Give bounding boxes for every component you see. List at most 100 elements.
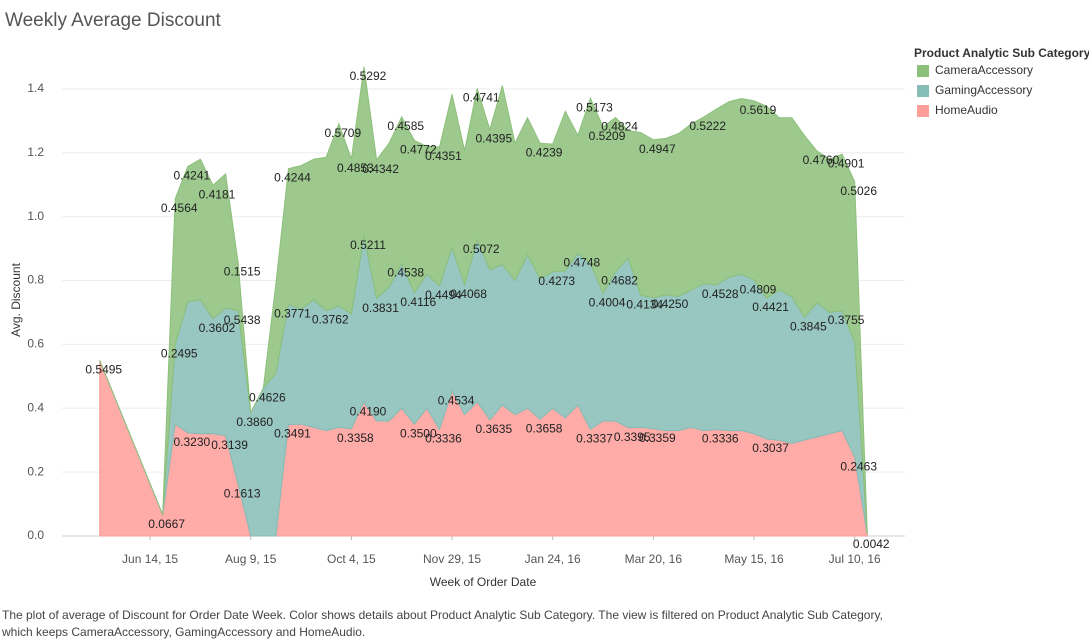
y-tick-label: 1.4 — [27, 81, 44, 95]
data-label: 0.3358 — [337, 431, 374, 445]
data-label: 0.4395 — [475, 132, 512, 146]
data-label: 0.4538 — [387, 266, 424, 280]
data-label: 0.4250 — [652, 297, 689, 311]
axes: 0.0 0.2 0.4 0.6 0.8 1.0 1.2 1.4 Jun 14, 15 Aug 9,… — [27, 81, 881, 566]
legend-swatch — [917, 85, 929, 97]
data-label: 0.3500 — [400, 426, 437, 440]
x-axis-title: Week of Order Date — [430, 575, 537, 589]
legend-label: HomeAudio — [935, 103, 998, 117]
data-label: 0.5026 — [840, 184, 877, 198]
data-label: 0.4772 — [400, 143, 437, 157]
data-label: 0.4901 — [828, 156, 865, 170]
data-label: 0.3037 — [752, 441, 789, 455]
data-label: 0.4342 — [362, 162, 399, 176]
data-label: 0.4626 — [249, 390, 286, 404]
data-label: 0.4421 — [752, 300, 789, 314]
data-label: 0.4947 — [639, 142, 676, 156]
data-label: 0.4748 — [564, 256, 601, 270]
data-label: 0.3755 — [828, 313, 865, 327]
data-label: 0.4760 — [803, 153, 840, 167]
chart-title: Weekly Average Discount — [5, 10, 222, 31]
y-tick-label: 0.2 — [27, 464, 44, 478]
x-tick-label: Mar 20, 16 — [625, 552, 683, 566]
data-label: 0.2495 — [161, 347, 198, 361]
data-label: 0.4564 — [161, 201, 198, 215]
data-label: 0.5072 — [463, 242, 500, 256]
data-label: 0.4494 — [425, 288, 462, 302]
data-label: 0.1515 — [224, 265, 261, 279]
legend-swatch — [917, 65, 929, 77]
caption: The plot of average of Discount for Orde… — [2, 608, 883, 639]
data-label: 0.4853 — [337, 161, 374, 175]
data-label: 0.5619 — [740, 103, 777, 117]
data-label: 0.5709 — [324, 126, 361, 140]
data-label: 0.2463 — [840, 460, 877, 474]
data-label: 0.3860 — [236, 415, 273, 429]
labels: 0.5495 0.0667 0.3230 0.3139 0.1613 0.3491 0.33… — [85, 69, 890, 551]
data-label: 0.4273 — [538, 274, 575, 288]
area-band — [99, 66, 868, 535]
legend-label: GamingAccessory — [935, 83, 1032, 97]
data-label: 0.4190 — [350, 404, 387, 418]
data-label: 0.3359 — [639, 431, 676, 445]
data-label: 0.4244 — [274, 171, 311, 185]
data-label: 0.5209 — [589, 129, 626, 143]
x-tick-label: Oct 4, 15 — [327, 552, 376, 566]
x-tick-label: Nov 29, 15 — [423, 552, 481, 566]
data-label: 0.5222 — [689, 119, 726, 133]
x-tick-label: Aug 9, 15 — [225, 552, 277, 566]
data-label: 0.4824 — [601, 120, 638, 134]
data-label: 0.5211 — [350, 238, 386, 252]
x-tick-label: Jul 10, 16 — [829, 552, 881, 566]
y-tick-label: 0.6 — [27, 337, 44, 351]
y-tick-label: 0.0 — [27, 528, 44, 542]
data-label: 0.3845 — [790, 320, 827, 334]
y-tick-label: 1.2 — [27, 145, 44, 159]
legend-title: Product Analytic Sub Category — [914, 46, 1089, 60]
legend-swatch — [917, 105, 929, 117]
y-axis-title: Avg. Discount — [9, 262, 23, 336]
data-label: 0.3831 — [362, 301, 399, 315]
data-label: 0.4351 — [425, 149, 462, 163]
legend: CameraAccessory GamingAccessory HomeAudio — [917, 63, 1033, 117]
data-label: 0.3230 — [173, 435, 210, 449]
x-tick-label: May 15, 16 — [724, 552, 784, 566]
data-label: 0.4116 — [400, 295, 436, 309]
data-label: 0.3336 — [425, 432, 462, 446]
data-label: 0.3602 — [199, 321, 236, 335]
data-label: 0.4809 — [740, 282, 777, 296]
x-tick-label: Jun 14, 15 — [122, 552, 178, 566]
data-label: 0.3139 — [211, 438, 248, 452]
data-label: 0.4682 — [601, 274, 638, 288]
data-label: 0.4585 — [387, 119, 424, 133]
data-label: 0.1613 — [224, 487, 261, 501]
legend-label: CameraAccessory — [935, 63, 1033, 77]
areas — [99, 66, 868, 537]
data-label: 0.5495 — [85, 363, 122, 377]
x-tick-label: Jan 24, 16 — [525, 552, 581, 566]
data-label: 0.3395 — [614, 430, 651, 444]
y-tick-label: 0.8 — [27, 273, 44, 287]
data-label: 0.4134 — [626, 298, 663, 312]
y-tick-label: 0.4 — [27, 400, 44, 414]
data-label: 0.3762 — [312, 313, 349, 327]
data-label: 0.0042 — [853, 537, 890, 551]
y-tick-label: 1.0 — [27, 209, 44, 223]
data-label: 0.3771 — [274, 306, 311, 320]
data-label: 0.4239 — [526, 145, 563, 159]
data-label: 0.5173 — [576, 100, 613, 114]
data-label: 0.3635 — [475, 422, 512, 436]
data-label: 0.3658 — [526, 421, 563, 435]
data-label: 0.4534 — [438, 393, 475, 407]
data-label: 0.4741 — [463, 91, 500, 105]
data-label: 0.4528 — [702, 287, 739, 301]
data-label: 0.4181 — [199, 187, 236, 201]
data-label: 0.3491 — [274, 427, 311, 441]
data-label: 0.4241 — [173, 169, 210, 183]
data-label: 0.5292 — [350, 69, 387, 83]
data-label: 0.3337 — [576, 432, 613, 446]
data-label: 0.0667 — [148, 517, 185, 531]
data-label: 0.4004 — [589, 295, 626, 309]
